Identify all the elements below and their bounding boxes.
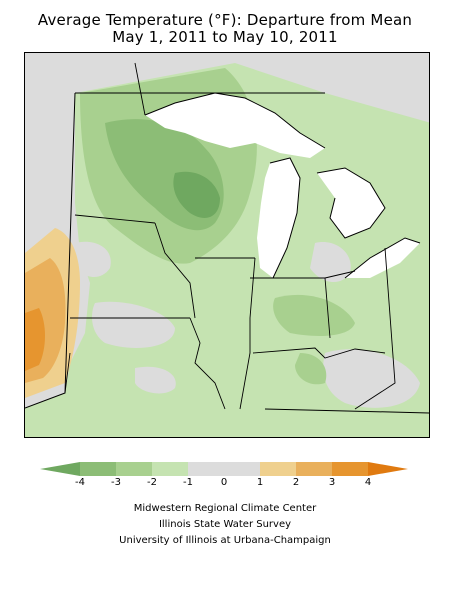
- near-normal-patch-ohio: [323, 349, 420, 408]
- lake-superior: [145, 93, 325, 158]
- state-boundaries: [64, 62, 396, 410]
- legend-tick-label: -3: [111, 477, 121, 488]
- credit-mrcc: Midwestern Regional Climate Center: [133, 503, 317, 514]
- legend-tick-label: -1: [183, 477, 193, 488]
- map-title: Average Temperature (°F): Departure from…: [37, 11, 413, 29]
- legend-tick-label: 4: [364, 477, 372, 488]
- temperature-departure-map: [24, 52, 430, 438]
- legend-swatch-minus3-minus2: [116, 462, 152, 476]
- legend-swatch-3-4: [332, 462, 368, 476]
- legend-tick-label: -2: [147, 477, 157, 488]
- legend-swatch-2-3: [296, 462, 332, 476]
- legend-tick-label: 3: [328, 477, 336, 488]
- legend-swatch-ge-4: [368, 462, 408, 476]
- lake-erie: [345, 238, 420, 278]
- legend-swatch-minus2-minus1: [152, 462, 188, 476]
- legend-swatch-1-2: [260, 462, 296, 476]
- near-normal-patch-west: [75, 241, 111, 278]
- color-scale-legend: [40, 462, 408, 476]
- near-normal-patch-in: [135, 366, 176, 394]
- departure-minus4-region: [173, 171, 220, 218]
- legend-swatch-le-minus4: [40, 462, 80, 476]
- legend-tick-label: 2: [292, 477, 300, 488]
- credit-isws: Illinois State Water Survey: [158, 519, 292, 530]
- credit-uiuc: University of Illinois at Urbana-Champai…: [119, 535, 331, 546]
- coastline-michigan: [144, 92, 421, 279]
- legend-tick-label: -4: [75, 477, 85, 488]
- legend-tick-label: 1: [256, 477, 264, 488]
- legend-tick-label: 0: [220, 477, 228, 488]
- lake-huron: [317, 168, 385, 238]
- departure-minus2-in: [295, 353, 327, 385]
- legend-swatch-minus4-minus3: [80, 462, 116, 476]
- legend-swatch-near-normal: [188, 462, 260, 476]
- near-normal-patch-mi: [310, 242, 351, 283]
- near-normal-patch-central: [92, 301, 175, 348]
- map-date-range: May 1, 2011 to May 10, 2011: [112, 28, 338, 46]
- departure-minus2-ohio: [273, 294, 355, 336]
- departure-plus3-region: [25, 308, 45, 371]
- lake-michigan: [257, 158, 300, 278]
